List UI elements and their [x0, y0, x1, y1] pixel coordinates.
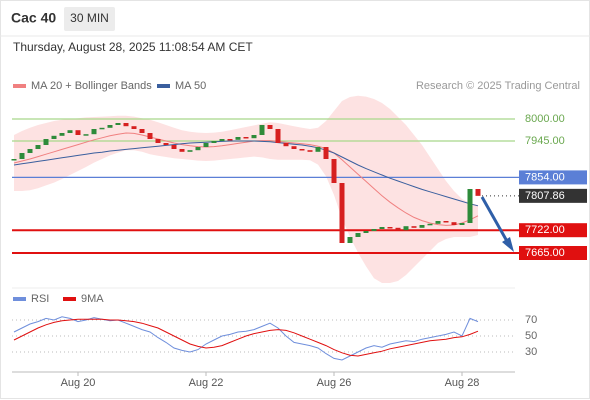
candle-body	[115, 123, 121, 125]
candle-body	[315, 147, 321, 152]
candle-body	[203, 143, 209, 147]
candle-body	[139, 129, 145, 133]
candle-body	[91, 129, 97, 135]
candle-body	[227, 139, 233, 141]
legend-swatch	[63, 297, 76, 301]
level-label-box	[519, 170, 587, 185]
y-tick-label: 70	[525, 314, 537, 326]
candle-body	[155, 139, 161, 143]
legend-label: MA 50	[175, 80, 206, 92]
y-tick-label: 30	[525, 346, 537, 358]
candle-body	[395, 227, 401, 231]
candle-body	[11, 159, 17, 161]
candle-body	[443, 221, 449, 223]
level-label: 7854.00	[525, 171, 565, 183]
candle-body	[291, 146, 297, 149]
legend-label: MA 20 + Bollinger Bands	[31, 80, 152, 92]
candle-body	[67, 130, 73, 133]
candle-body	[403, 226, 409, 231]
x-tick-label: Aug 22	[189, 377, 224, 389]
legend-swatch	[13, 297, 26, 301]
candle-body	[475, 189, 481, 196]
interval-button[interactable]	[64, 7, 115, 31]
credit: Research © 2025 Trading Central	[416, 80, 580, 92]
candle-body	[75, 130, 81, 135]
candle-body	[275, 129, 281, 143]
interval-label[interactable]: 30 MIN	[70, 11, 109, 25]
ma-line	[13, 132, 479, 226]
candle-body	[427, 223, 433, 226]
rsi-line	[13, 316, 479, 361]
candle-body	[379, 227, 385, 229]
ma-line	[13, 140, 479, 207]
legend-label: 9MA	[81, 293, 104, 305]
forecast-arrow	[480, 196, 510, 244]
candle-body	[35, 145, 41, 149]
level-label: 7945.00	[525, 135, 565, 147]
candle-body	[187, 150, 193, 152]
level-label-box	[519, 223, 587, 238]
bollinger-band	[14, 95, 478, 283]
candle-body	[267, 125, 273, 129]
candle-body	[123, 123, 129, 127]
candle-body	[323, 147, 329, 159]
last-price-box	[519, 188, 587, 203]
level-label: 7722.00	[525, 224, 565, 236]
candle-body	[131, 126, 137, 129]
candle-body	[363, 231, 369, 233]
candle-body	[235, 137, 241, 140]
candle-body	[435, 221, 441, 224]
last-price-label: 7807.86	[525, 190, 565, 202]
candle-body	[243, 137, 249, 139]
candle-body	[107, 125, 113, 128]
x-tick-label: Aug 26	[317, 377, 352, 389]
candle-body	[299, 149, 305, 151]
candle-body	[179, 149, 185, 152]
candle-body	[27, 149, 33, 153]
legend-label: RSI	[31, 293, 49, 305]
candle-body	[387, 227, 393, 229]
candle-body	[339, 183, 345, 243]
chart-title: Cac 40	[11, 10, 56, 26]
legend-swatch	[157, 84, 170, 88]
candle-body	[19, 153, 25, 159]
candle-body	[355, 233, 361, 237]
candle-body	[163, 143, 169, 145]
candle-body	[211, 141, 217, 143]
candle-body	[51, 135, 57, 139]
candle-body	[147, 133, 153, 139]
candle-body	[219, 139, 225, 141]
candle-body	[171, 145, 177, 149]
candle-body	[331, 159, 337, 183]
candle-body	[347, 237, 353, 243]
candle-body	[251, 135, 257, 139]
level-label: 8000.00	[525, 113, 565, 125]
candle-body	[371, 229, 377, 231]
rsi-line	[13, 318, 479, 357]
candle-body	[419, 225, 425, 228]
candle-body	[459, 223, 465, 225]
candle-body	[411, 226, 417, 228]
subtitle: Thursday, August 28, 2025 11:08:54 AM CE…	[13, 40, 253, 54]
candle-body	[195, 147, 201, 151]
candle-body	[259, 125, 265, 135]
y-tick-label: 50	[525, 330, 537, 342]
candle-body	[59, 133, 65, 136]
candle-body	[99, 127, 105, 130]
x-tick-label: Aug 20	[61, 377, 96, 389]
candle-body	[451, 222, 457, 225]
candle-body	[283, 143, 289, 147]
candle-body	[467, 189, 473, 223]
forecast-arrowhead	[502, 237, 514, 252]
candle-body	[43, 139, 49, 145]
level-label-box	[519, 246, 587, 260]
x-tick-label: Aug 28	[445, 377, 480, 389]
level-label: 7665.00	[525, 247, 565, 259]
candle-body	[307, 150, 313, 152]
candle-body	[83, 134, 89, 136]
legend-swatch	[13, 84, 26, 88]
